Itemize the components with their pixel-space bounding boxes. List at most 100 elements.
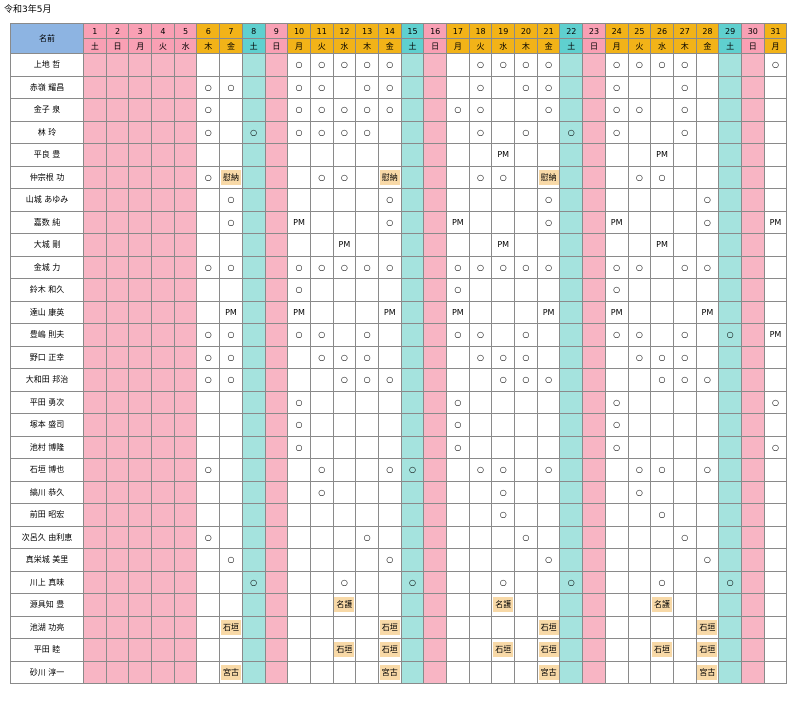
schedule-cell[interactable]: ○ [355,368,379,392]
schedule-cell[interactable]: ○ [627,98,652,122]
schedule-cell[interactable] [219,458,243,482]
schedule-cell[interactable]: ○ [196,255,221,279]
schedule-cell[interactable] [128,75,153,99]
schedule-cell[interactable] [309,660,334,684]
schedule-cell[interactable] [355,638,379,662]
schedule-cell[interactable] [196,210,221,234]
schedule-cell[interactable]: ○ [332,255,357,279]
schedule-cell[interactable] [219,53,243,77]
schedule-cell[interactable] [582,278,606,302]
schedule-cell[interactable] [128,165,153,189]
schedule-cell[interactable] [377,323,402,347]
schedule-cell[interactable] [219,390,243,414]
schedule-cell[interactable]: ○ [604,98,629,122]
schedule-cell[interactable]: ○ [536,98,561,122]
schedule-cell[interactable]: PM [604,300,629,324]
schedule-cell[interactable]: ○ [377,548,402,572]
schedule-cell[interactable] [264,143,289,167]
schedule-cell[interactable] [740,143,765,167]
schedule-cell[interactable] [400,390,425,414]
schedule-cell[interactable] [763,480,788,504]
schedule-cell[interactable]: ○ [332,570,357,594]
schedule-cell[interactable] [491,323,516,347]
schedule-cell[interactable] [718,120,742,144]
schedule-cell[interactable] [196,660,221,684]
schedule-cell[interactable] [83,548,107,572]
schedule-cell[interactable] [559,278,584,302]
schedule-cell[interactable] [491,300,516,324]
schedule-cell[interactable]: ○ [377,255,402,279]
schedule-cell[interactable] [559,368,584,392]
schedule-cell[interactable] [740,435,765,459]
schedule-cell[interactable] [400,345,425,369]
schedule-cell[interactable]: ○ [491,255,516,279]
schedule-cell[interactable] [446,503,470,527]
schedule-cell[interactable] [423,165,447,189]
schedule-cell[interactable] [423,75,447,99]
schedule-cell[interactable] [219,278,243,302]
schedule-cell[interactable] [491,435,516,459]
schedule-cell[interactable] [604,525,629,549]
schedule-cell[interactable]: ○ [468,323,493,347]
schedule-cell[interactable] [627,570,652,594]
schedule-cell[interactable] [241,548,266,572]
schedule-cell[interactable] [559,593,584,617]
schedule-cell[interactable] [446,143,470,167]
schedule-cell[interactable] [763,660,788,684]
schedule-cell[interactable]: PM [287,210,311,234]
schedule-cell[interactable] [604,368,629,392]
schedule-cell[interactable] [468,278,493,302]
schedule-cell[interactable]: ○ [196,368,221,392]
schedule-cell[interactable] [491,390,516,414]
schedule-cell[interactable]: ○ [672,98,697,122]
schedule-cell[interactable] [219,638,243,662]
schedule-cell[interactable] [173,615,198,639]
schedule-cell[interactable] [196,615,221,639]
schedule-cell[interactable] [559,210,584,234]
schedule-cell[interactable] [763,615,788,639]
schedule-cell[interactable] [740,165,765,189]
schedule-cell[interactable] [377,143,402,167]
schedule-cell[interactable] [423,480,447,504]
schedule-cell[interactable] [468,638,493,662]
schedule-cell[interactable] [718,53,742,77]
schedule-cell[interactable] [604,638,629,662]
schedule-cell[interactable] [468,480,493,504]
schedule-cell[interactable] [128,615,153,639]
schedule-cell[interactable]: ○ [241,120,266,144]
schedule-cell[interactable] [627,525,652,549]
schedule-cell[interactable] [105,165,130,189]
schedule-cell[interactable] [287,368,311,392]
schedule-cell[interactable]: ○ [377,210,402,234]
schedule-cell[interactable] [83,345,107,369]
schedule-cell[interactable] [264,345,289,369]
schedule-cell[interactable]: ○ [650,165,674,189]
schedule-cell[interactable] [695,98,720,122]
schedule-cell[interactable] [672,390,697,414]
schedule-cell[interactable] [287,458,311,482]
schedule-cell[interactable] [173,638,198,662]
schedule-cell[interactable] [219,98,243,122]
schedule-cell[interactable]: ○ [355,98,379,122]
schedule-cell[interactable]: ○ [400,570,425,594]
schedule-cell[interactable] [468,210,493,234]
schedule-cell[interactable]: ○ [491,503,516,527]
schedule-cell[interactable] [287,525,311,549]
schedule-cell[interactable]: ○ [763,435,788,459]
schedule-cell[interactable] [514,593,538,617]
schedule-cell[interactable] [264,413,289,437]
schedule-cell[interactable] [650,98,674,122]
schedule-cell[interactable] [173,660,198,684]
schedule-cell[interactable]: ○ [309,480,334,504]
schedule-cell[interactable] [241,660,266,684]
schedule-cell[interactable] [514,435,538,459]
schedule-cell[interactable] [763,593,788,617]
schedule-cell[interactable] [559,53,584,77]
schedule-cell[interactable]: ○ [650,458,674,482]
schedule-cell[interactable]: ○ [627,255,652,279]
schedule-cell[interactable] [423,458,447,482]
schedule-cell[interactable] [128,53,153,77]
schedule-cell[interactable] [173,98,198,122]
schedule-cell[interactable]: ○ [377,98,402,122]
schedule-cell[interactable] [241,323,266,347]
